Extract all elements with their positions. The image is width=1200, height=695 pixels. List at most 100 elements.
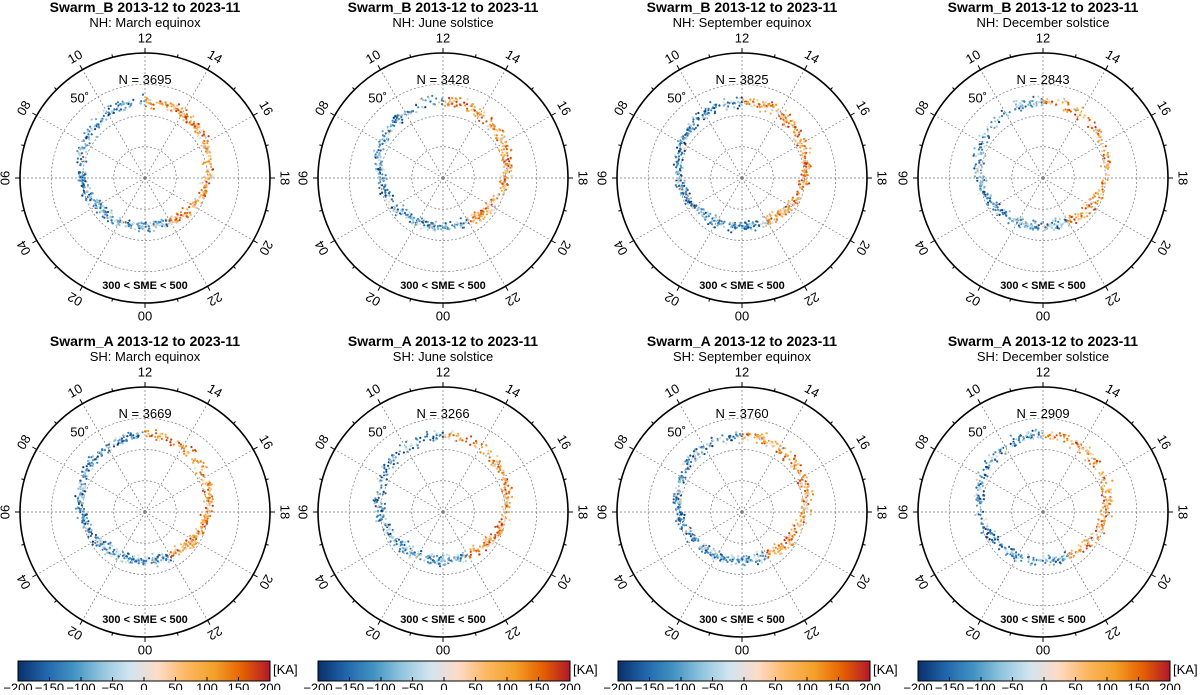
- scatter-point: [201, 526, 203, 528]
- scatter-point: [91, 118, 93, 120]
- scatter-point: [987, 128, 989, 130]
- scatter-point: [993, 127, 995, 129]
- scatter-point: [681, 188, 683, 190]
- scatter-point: [1038, 434, 1040, 436]
- scatter-point: [200, 514, 202, 516]
- scatter-point: [678, 519, 680, 521]
- scatter-point: [205, 520, 207, 522]
- scatter-point: [500, 175, 502, 177]
- scatter-point: [90, 128, 92, 130]
- scatter-point: [806, 476, 808, 478]
- scatter-point: [460, 556, 462, 558]
- scatter-point: [376, 151, 378, 153]
- scatter-point: [1041, 431, 1043, 433]
- scatter-point: [742, 440, 744, 442]
- scatter-point: [704, 219, 706, 221]
- scatter-point: [496, 139, 498, 141]
- scatter-point: [482, 122, 484, 124]
- mlt-label: 20: [256, 572, 276, 592]
- scatter-point: [177, 440, 179, 442]
- mlt-label: 22: [205, 289, 225, 309]
- scatter-point: [1014, 108, 1016, 110]
- scatter-point: [979, 153, 981, 155]
- scatter-point: [154, 563, 156, 565]
- scatter-point: [772, 222, 774, 224]
- scatter-point: [1085, 207, 1087, 209]
- scatter-point: [509, 519, 511, 521]
- mlt-tick: [805, 286, 808, 290]
- scatter-point: [392, 195, 394, 197]
- scatter-point: [442, 436, 444, 438]
- scatter-point: [988, 454, 990, 456]
- scatter-point: [1106, 174, 1108, 176]
- mlt-label: 20: [256, 238, 276, 258]
- scatter-point: [1012, 445, 1014, 447]
- scatter-point: [109, 544, 111, 546]
- scatter-point: [145, 562, 147, 564]
- scatter-point: [474, 217, 476, 219]
- scatter-point: [412, 447, 414, 449]
- scatter-point: [469, 105, 471, 107]
- mlt-spoke: [145, 450, 253, 513]
- scatter-point: [763, 441, 765, 443]
- scatter-point: [510, 170, 512, 172]
- scatter-point: [415, 224, 417, 226]
- scatter-point: [482, 218, 484, 220]
- scatter-point: [1021, 557, 1023, 559]
- scatter-point: [501, 506, 503, 508]
- scatter-point: [987, 135, 989, 137]
- scatter-point: [415, 104, 417, 106]
- scatter-point: [505, 172, 507, 174]
- scatter-point: [686, 463, 688, 465]
- scatter-point: [166, 109, 168, 111]
- scatter-point: [381, 164, 383, 166]
- scatter-point: [676, 491, 678, 493]
- scatter-point: [1061, 556, 1063, 558]
- scatter-point: [718, 551, 720, 553]
- scatter-point: [76, 150, 78, 152]
- scatter-point: [81, 502, 83, 504]
- scatter-point: [726, 438, 728, 440]
- scatter-point: [1086, 547, 1088, 549]
- scatter-point: [1065, 108, 1067, 110]
- scatter-point: [142, 94, 144, 96]
- scatter-point: [761, 553, 763, 555]
- scatter-point: [95, 206, 97, 208]
- scatter-point: [205, 137, 207, 139]
- scatter-point: [388, 204, 390, 206]
- scatter-point: [108, 112, 110, 114]
- mlt-tick: [208, 65, 211, 69]
- scatter-point: [1108, 513, 1110, 515]
- scatter-point: [506, 503, 508, 505]
- scatter-point: [419, 441, 421, 443]
- scatter-point: [1103, 532, 1105, 534]
- scatter-point: [381, 173, 383, 175]
- scatter-point: [740, 222, 742, 224]
- scatter-point: [974, 147, 976, 149]
- scatter-point: [191, 540, 193, 542]
- scatter-point: [793, 132, 795, 134]
- scatter-point: [374, 502, 376, 504]
- scatter-point: [1063, 441, 1065, 443]
- scatter-point: [460, 222, 462, 224]
- scatter-point: [1055, 556, 1057, 558]
- scatter-point: [692, 118, 694, 120]
- scatter-point: [208, 160, 210, 162]
- scatter-point: [775, 104, 777, 106]
- scatter-point: [758, 225, 760, 227]
- scatter-point: [420, 554, 422, 556]
- scatter-point: [182, 445, 184, 447]
- scatter-point: [772, 550, 774, 552]
- scatter-point: [190, 536, 192, 538]
- scatter-point: [790, 462, 792, 464]
- scatter-point: [734, 437, 736, 439]
- scatter-point: [79, 480, 81, 482]
- scatter-point: [998, 203, 1000, 205]
- mlt-label: 04: [14, 572, 34, 592]
- scatter-point: [721, 434, 723, 436]
- scatter-point: [511, 496, 513, 498]
- scatter-point: [455, 97, 457, 99]
- scatter-point: [730, 226, 732, 228]
- scatter-point: [772, 442, 774, 444]
- scatter-point: [405, 448, 407, 450]
